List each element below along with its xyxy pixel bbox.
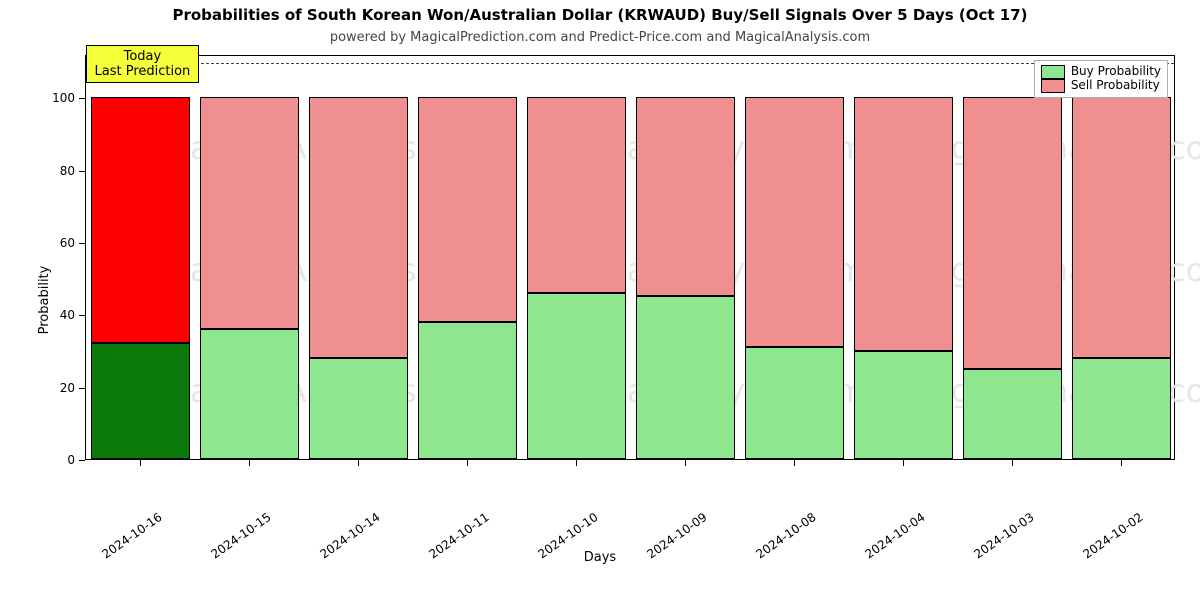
bar-group (745, 97, 843, 459)
annotation-line: Last Prediction (95, 64, 191, 79)
plot-area: MagicalAnalysis.comMagicalAnalysis.comMa… (85, 55, 1175, 460)
x-tick-mark (794, 460, 795, 466)
buy-bar (418, 322, 516, 459)
y-tick-mark (79, 388, 85, 389)
y-tick-mark (79, 315, 85, 316)
bar-group (200, 97, 298, 459)
legend-item: Buy Probability (1041, 65, 1161, 79)
y-tick-label: 0 (45, 453, 75, 467)
x-tick-mark (467, 460, 468, 466)
sell-bar (527, 97, 625, 292)
x-axis-label: Days (0, 550, 1200, 565)
y-axis-label: Probability (37, 266, 52, 335)
bar-group (418, 97, 516, 459)
buy-bar (527, 293, 625, 459)
x-tick-mark (576, 460, 577, 466)
sell-bar (963, 97, 1061, 368)
buy-bar (309, 358, 407, 459)
y-tick-mark (79, 460, 85, 461)
chart-subtitle: powered by MagicalPrediction.com and Pre… (0, 30, 1200, 45)
sell-bar (636, 97, 734, 296)
y-tick-mark (79, 243, 85, 244)
legend-swatch (1041, 65, 1065, 79)
x-tick-mark (1012, 460, 1013, 466)
today-annotation: TodayLast Prediction (86, 45, 200, 83)
bar-group (91, 97, 189, 459)
y-tick-label: 40 (45, 308, 75, 322)
bar-group (636, 97, 734, 459)
bar-group (527, 97, 625, 459)
sell-bar (91, 97, 189, 343)
legend-label: Buy Probability (1071, 65, 1161, 78)
x-tick-mark (140, 460, 141, 466)
buy-bar (854, 351, 952, 459)
buy-bar (636, 296, 734, 459)
x-tick-mark (249, 460, 250, 466)
sell-bar (1072, 97, 1170, 357)
bar-group (309, 97, 407, 459)
sell-bar (309, 97, 407, 357)
legend-swatch (1041, 79, 1065, 93)
y-tick-label: 20 (45, 381, 75, 395)
sell-bar (200, 97, 298, 328)
bar-group (1072, 97, 1170, 459)
sell-bar (745, 97, 843, 347)
legend: Buy ProbabilitySell Probability (1034, 60, 1168, 98)
buy-bar (745, 347, 843, 459)
sell-bar (418, 97, 516, 321)
bar-group (854, 97, 952, 459)
buy-bar (200, 329, 298, 459)
legend-label: Sell Probability (1071, 79, 1160, 92)
y-tick-label: 100 (45, 91, 75, 105)
bar-group (963, 97, 1061, 459)
chart-container: Probabilities of South Korean Won/Austra… (0, 0, 1200, 600)
x-tick-mark (358, 460, 359, 466)
buy-bar (963, 369, 1061, 459)
y-tick-mark (79, 98, 85, 99)
x-tick-mark (1121, 460, 1122, 466)
buy-bar (91, 343, 189, 459)
annotation-line: Today (95, 49, 191, 64)
sell-bar (854, 97, 952, 350)
chart-title: Probabilities of South Korean Won/Austra… (0, 6, 1200, 24)
y-tick-mark (79, 171, 85, 172)
x-tick-mark (903, 460, 904, 466)
threshold-line (86, 63, 1174, 64)
y-tick-label: 80 (45, 164, 75, 178)
buy-bar (1072, 358, 1170, 459)
x-tick-mark (685, 460, 686, 466)
legend-item: Sell Probability (1041, 79, 1161, 93)
y-tick-label: 60 (45, 236, 75, 250)
